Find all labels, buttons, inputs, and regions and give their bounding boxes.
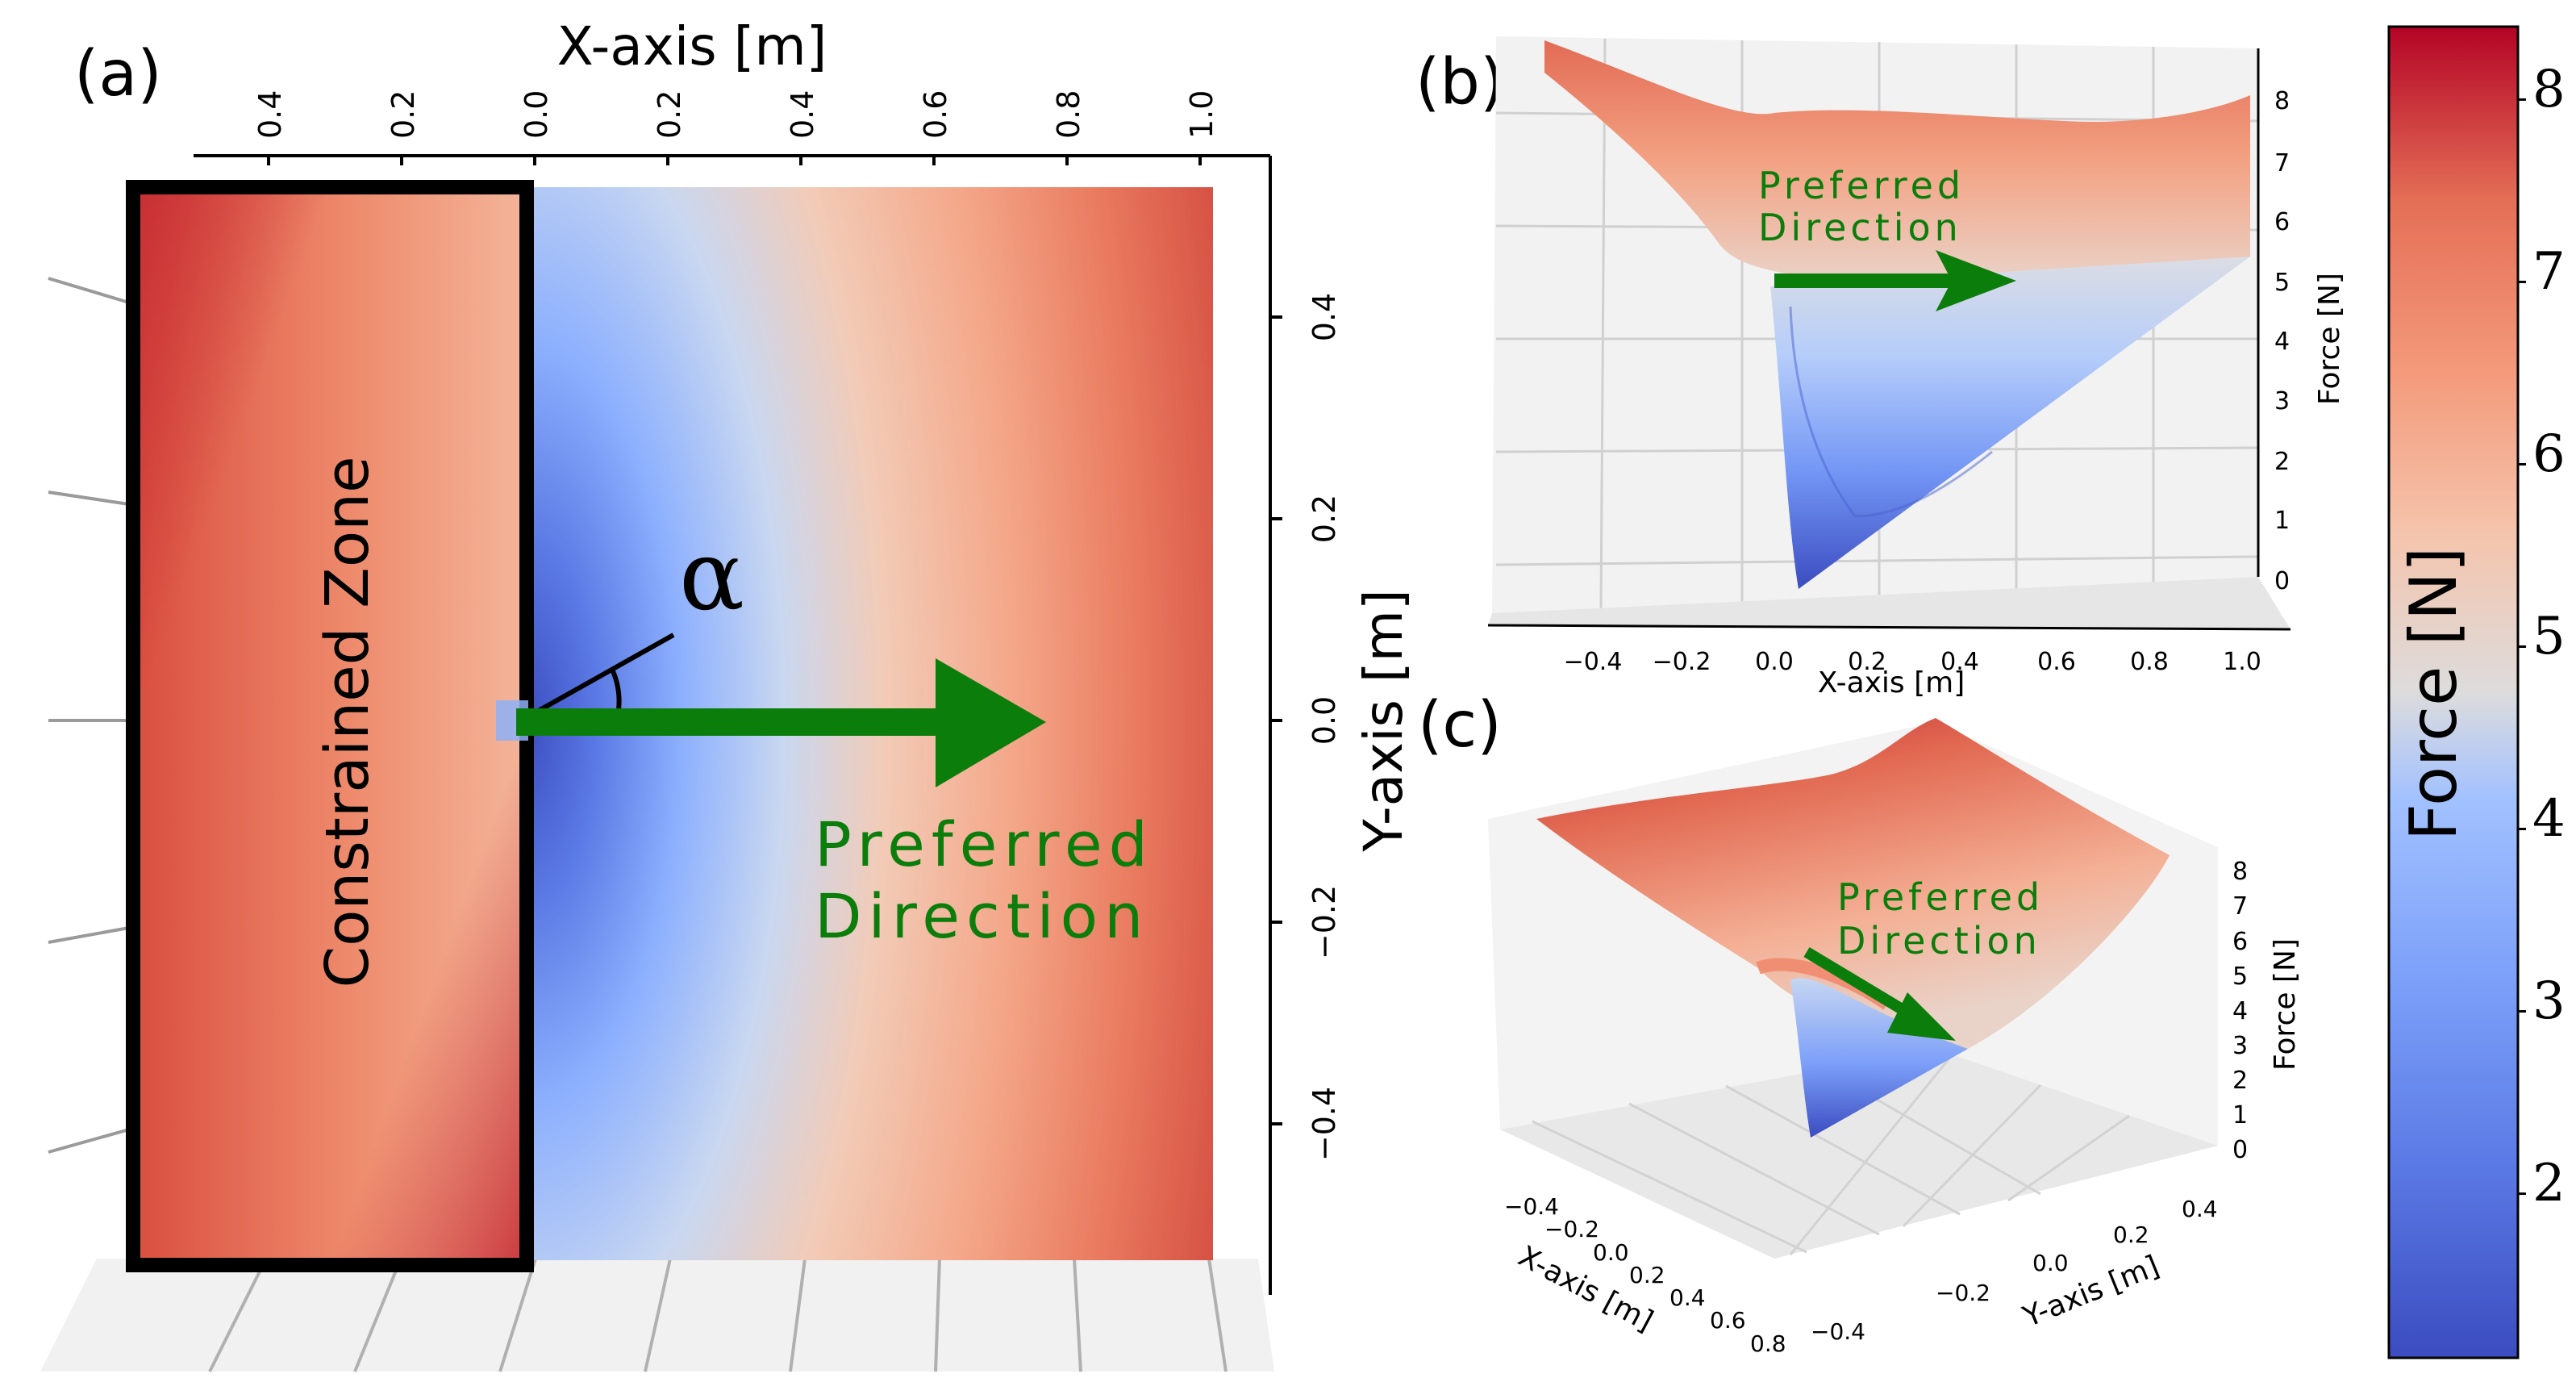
b-ztick-0: 0: [2274, 567, 2290, 595]
c-ztick-6: 6: [2232, 928, 2248, 956]
c-ztick-5: 5: [2232, 963, 2248, 991]
cb-tick-7: 7: [2532, 242, 2566, 302]
panel-c-z-axis-title: Force [N]: [2269, 938, 2302, 1071]
panel-c-surface-upper: [1536, 718, 2170, 1049]
b-ztick-5: 5: [2274, 269, 2290, 297]
panel-a-y-axis-title: Y-axis [m]: [1353, 589, 1415, 852]
c-ytick-2: 0.0: [2032, 1250, 2069, 1276]
panel-a-y-ticks: [1270, 315, 1282, 1125]
panel-a-x-ticks: [267, 156, 1202, 165]
colorbar-gradient: [2387, 25, 2520, 1359]
a-xtick-0: 0.4: [252, 90, 288, 139]
panel-c-arrow-label-2: Direction: [1837, 919, 2041, 963]
cb-tick-3: 3: [2532, 971, 2566, 1031]
a-ytick-1: 0.2: [1307, 495, 1342, 543]
c-xtick-5: 0.6: [1710, 1307, 1746, 1334]
b-ztick-6: 6: [2274, 208, 2290, 236]
panel-b-arrow-label-1: Preferred: [1758, 164, 1965, 207]
c-ztick-3: 3: [2232, 1032, 2248, 1060]
panel-b: (b) Preferred Direction 8 7: [1415, 36, 2346, 699]
panel-c-arrow-label-1: Preferred: [1837, 875, 2044, 919]
b-xtick-6: 0.8: [2130, 648, 2169, 676]
colorbar: 2 3 4 5 6 7 8 Force [N]: [2387, 25, 2566, 1359]
a-ytick-4: −0.4: [1307, 1087, 1342, 1161]
c-ztick-8: 8: [2232, 858, 2248, 886]
b-xtick-4: 0.4: [1940, 648, 1979, 676]
panel-a-arrow-label-1: Preferred: [815, 808, 1154, 880]
c-ytick-0: −0.4: [1811, 1318, 1865, 1345]
panel-a-preferred-arrow: [516, 658, 1046, 787]
b-ztick-3: 3: [2274, 387, 2290, 415]
c-ytick-4: 0.4: [2182, 1196, 2218, 1222]
panel-a-pane-lines: [48, 277, 130, 1154]
alpha-ray: [521, 633, 675, 722]
c-xtick-3: 0.2: [1629, 1262, 1665, 1288]
a-xtick-5: 0.6: [918, 90, 953, 139]
b-ztick-8: 8: [2274, 87, 2290, 115]
b-xtick-1: −0.2: [1653, 648, 1711, 676]
c-ztick-7: 7: [2232, 892, 2248, 921]
c-xtick-6: 0.8: [1750, 1330, 1786, 1357]
b-ztick-2: 2: [2274, 448, 2290, 476]
panel-a: (a) X-axis [m] Constrained Zone: [40, 15, 1415, 1372]
alpha-symbol: α: [679, 520, 744, 633]
panel-b-x-axis-title: X-axis [m]: [1818, 666, 1965, 699]
a-ytick-2: 0.0: [1307, 696, 1342, 745]
a-xtick-2: 0.0: [519, 90, 554, 139]
panel-b-z-axis-title: Force [N]: [2313, 273, 2346, 405]
c-ztick-1: 1: [2232, 1101, 2248, 1130]
cb-tick-5: 5: [2532, 607, 2566, 666]
cb-tick-8: 8: [2532, 60, 2566, 119]
panel-c-surface-lower: [1790, 978, 1968, 1138]
panel-b-label: (b): [1415, 46, 1504, 119]
b-xtick-7: 1.0: [2223, 648, 2261, 676]
panel-b-surface-lower: [1770, 257, 2250, 589]
a-xtick-7: 1.0: [1184, 90, 1219, 139]
b-ztick-7: 7: [2274, 149, 2290, 177]
constrained-zone-label: Constrained Zone: [313, 456, 382, 988]
c-ytick-3: 0.2: [2113, 1221, 2149, 1248]
a-xtick-1: 0.2: [386, 90, 421, 139]
panel-a-label: (a): [74, 38, 162, 111]
b-xtick-0: −0.4: [1564, 648, 1623, 676]
cb-tick-2: 2: [2532, 1154, 2566, 1213]
a-xtick-6: 0.8: [1051, 90, 1086, 139]
a-ytick-0: 0.4: [1307, 293, 1342, 341]
b-xtick-5: 0.6: [2037, 648, 2076, 676]
b-xtick-3: 0.2: [1848, 648, 1886, 676]
colorbar-label: Force [N]: [2396, 547, 2471, 841]
cb-tick-6: 6: [2532, 424, 2566, 484]
c-xtick-2: 0.0: [1593, 1239, 1629, 1266]
c-xtick-4: 0.4: [1669, 1284, 1706, 1311]
panel-a-arrow-label-2: Direction: [815, 880, 1149, 952]
c-ztick-4: 4: [2232, 997, 2248, 1025]
b-ztick-1: 1: [2274, 507, 2290, 535]
c-xtick-0: −0.4: [1504, 1193, 1559, 1220]
a-xtick-3: 0.2: [652, 90, 687, 139]
a-ytick-3: −0.2: [1307, 885, 1342, 959]
panel-b-arrow-label-2: Direction: [1758, 206, 1962, 249]
panel-c: (c) Preferred Direction 8 7 6 5 4: [1418, 689, 2302, 1357]
b-xtick-2: 0.0: [1755, 648, 1794, 676]
panel-b-surface-upper: [1544, 40, 2250, 282]
panel-c-label: (c): [1418, 689, 1502, 762]
c-ztick-2: 2: [2232, 1067, 2248, 1095]
panel-a-x-axis-title: X-axis [m]: [557, 15, 827, 77]
a-xtick-4: 0.4: [785, 90, 820, 139]
c-ytick-1: −0.2: [1936, 1280, 1990, 1306]
c-ztick-0: 0: [2232, 1136, 2248, 1164]
panel-c-x-axis-title: X-axis [m]: [1513, 1240, 1658, 1338]
cb-tick-4: 4: [2532, 789, 2566, 849]
c-xtick-1: −0.2: [1544, 1216, 1599, 1242]
b-ztick-4: 4: [2274, 328, 2290, 356]
